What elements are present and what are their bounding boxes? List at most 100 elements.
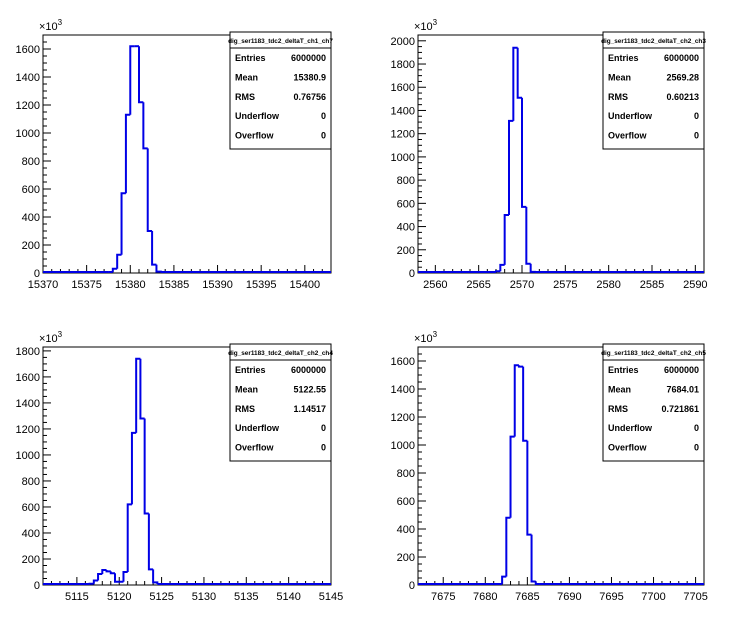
- stats-value: 0.721861: [661, 404, 699, 414]
- histogram-title: dig_ser1183_tdc2_deltaT_ch2_ch4: [228, 350, 333, 357]
- stats-label: Entries: [608, 53, 639, 63]
- stats-box-frame: [229, 31, 332, 150]
- x-tick-label: 5145: [319, 591, 343, 603]
- stats-label: Mean: [608, 384, 631, 394]
- x-tick-label: 15390: [202, 279, 233, 291]
- axis-exponent-power: 3: [433, 330, 438, 339]
- axis-exponent-label: ×103: [414, 18, 438, 33]
- y-tick-label: 1600: [16, 372, 40, 384]
- x-tick-label: 5140: [276, 591, 300, 603]
- histogram-bin: [129, 45, 135, 115]
- stats-label: Overflow: [235, 443, 275, 453]
- axis-exponent-label: ×103: [414, 330, 438, 345]
- y-tick-label: 1400: [391, 384, 415, 396]
- y-tick-label: 1600: [391, 82, 415, 94]
- y-tick-label: 1200: [16, 100, 40, 112]
- y-tick-label: 600: [397, 198, 415, 210]
- histogram-bin: [130, 431, 137, 505]
- histogram-bin: [530, 534, 536, 583]
- y-tick-label: 1400: [16, 398, 40, 410]
- y-tick-label: 400: [22, 212, 40, 224]
- y-tick-label: 200: [397, 245, 415, 257]
- stats-value: 15380.9: [293, 72, 326, 82]
- stats-value: 2569.28: [666, 72, 699, 82]
- y-tick-label: 200: [22, 240, 40, 252]
- histogram-bin: [143, 418, 149, 515]
- histogram-bin: [499, 263, 505, 272]
- histogram-title: dig_ser1183_tdc2_deltaT_ch1_ch7: [228, 38, 333, 45]
- histogram-bin: [534, 581, 540, 585]
- histogram-bin: [509, 435, 515, 518]
- y-tick-label: 1600: [16, 44, 40, 56]
- x-tick-label: 7695: [599, 591, 623, 603]
- y-tick-label: 0: [409, 580, 415, 592]
- histogram-title: dig_ser1183_tdc2_deltaT_ch2_ch5: [601, 350, 706, 357]
- y-tick-label: 1000: [16, 450, 40, 462]
- histogram-bin: [513, 364, 519, 437]
- x-tick-label: 5125: [149, 591, 173, 603]
- stats-value: 6000000: [664, 53, 699, 63]
- x-tick-label: 15385: [159, 279, 190, 291]
- histogram-bin: [512, 46, 518, 121]
- y-tick-label: 1200: [16, 424, 40, 436]
- x-tick-label: 2585: [640, 279, 664, 291]
- histogram-bin: [139, 358, 145, 420]
- histogram-bin: [152, 569, 159, 584]
- x-tick-label: 5130: [192, 591, 216, 603]
- histogram-bin: [529, 263, 536, 273]
- y-tick-label: 400: [397, 222, 415, 234]
- x-tick-label: 7685: [515, 591, 539, 603]
- stats-label: RMS: [608, 404, 628, 414]
- axis-exponent-label: ×103: [39, 18, 63, 33]
- x-tick-label: 2575: [553, 279, 577, 291]
- histogram-bin: [101, 569, 107, 574]
- y-tick-label: 0: [34, 268, 40, 280]
- stats-box: dig_ser1183_tdc2_deltaT_ch2_ch4 Entries 60…: [228, 343, 333, 462]
- stats-box: dig_ser1183_tdc2_deltaT_ch2_ch5 Entries 60…: [601, 343, 706, 462]
- y-tick-label: 0: [34, 580, 40, 592]
- stats-label: Entries: [235, 53, 266, 63]
- histogram-bin: [505, 516, 511, 577]
- stats-box-frame: [602, 31, 705, 150]
- x-tick-label: 2580: [596, 279, 620, 291]
- stats-value: 0: [321, 423, 326, 433]
- stats-value: 0.76756: [293, 92, 326, 102]
- stats-label: Overflow: [608, 131, 648, 141]
- x-tick-label: 5120: [107, 591, 131, 603]
- x-tick-label: 7675: [431, 591, 455, 603]
- stats-value: 1.14517: [293, 404, 326, 414]
- stats-box: dig_ser1183_tdc2_deltaT_ch2_ch3 Entries 60…: [601, 31, 706, 150]
- x-tick-label: 5115: [65, 591, 89, 603]
- stats-label: Overflow: [608, 443, 648, 453]
- stats-label: RMS: [608, 92, 628, 102]
- histogram-panel: ×103 0 200 400 600 800 1000 1200 1400 1600 7675 768…: [391, 330, 708, 603]
- stats-label: Underflow: [608, 111, 653, 121]
- stats-value: 0: [321, 111, 326, 121]
- x-tick-label: 5135: [234, 591, 258, 603]
- stats-box-frame: [229, 343, 332, 462]
- y-tick-label: 0: [409, 268, 415, 280]
- histogram-bin: [517, 365, 524, 368]
- histogram-bin: [135, 357, 141, 433]
- histogram-bin: [147, 513, 154, 571]
- y-tick-label: 1400: [391, 105, 415, 117]
- histogram-bin: [155, 264, 162, 273]
- stats-value: 6000000: [291, 365, 326, 375]
- histogram-bin: [516, 47, 522, 99]
- histogram-bin: [109, 571, 115, 575]
- histogram-bin: [126, 503, 132, 572]
- histogram-bin: [124, 113, 131, 194]
- stats-value: 5122.55: [293, 384, 326, 394]
- x-tick-label: 7690: [557, 591, 581, 603]
- histogram-panel: ×103 0 200 400 600 800 1000 1200 1400 1600 1800 200…: [391, 18, 708, 291]
- x-tick-label: 15400: [290, 279, 321, 291]
- stats-label: Overflow: [235, 131, 275, 141]
- histogram-panel: ×103 0 200 400 600 800 1000 1200 1400 1600 15370 15…: [16, 18, 334, 291]
- axis-exponent-power: 3: [58, 18, 63, 27]
- histogram-bin: [503, 213, 509, 265]
- y-tick-label: 400: [397, 524, 415, 536]
- x-tick-label: 7705: [683, 591, 707, 603]
- histogram-bin: [120, 192, 126, 255]
- stats-label: Underflow: [235, 423, 280, 433]
- y-tick-label: 1200: [391, 412, 415, 424]
